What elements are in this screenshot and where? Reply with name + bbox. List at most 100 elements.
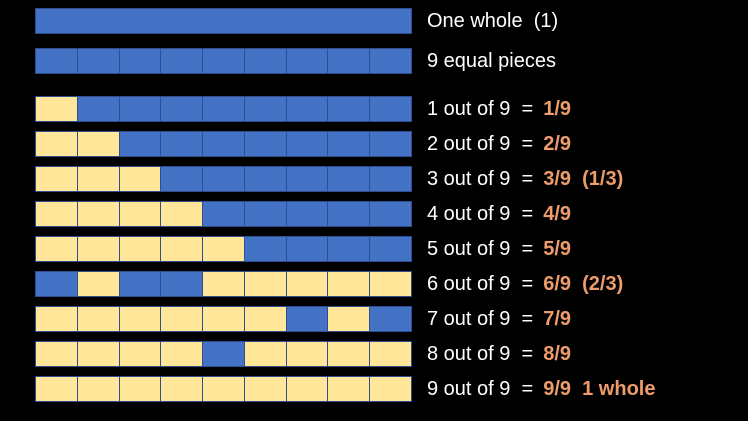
blue-cell (36, 9, 411, 33)
blue-cell (161, 132, 204, 156)
yellow-cell (203, 237, 245, 261)
blue-cell (286, 49, 329, 73)
row-label-text: 8 out of 9 = (427, 343, 534, 365)
fraction-row-1-9: 1 out of 9 = 1/9 (35, 96, 748, 122)
yellow-cell (119, 307, 162, 331)
yellow-cell (244, 342, 287, 366)
blue-cell (286, 97, 329, 121)
yellow-cell (286, 342, 329, 366)
yellow-cell (77, 167, 120, 191)
fraction-bar (35, 306, 412, 332)
fraction-row-8-9: 8 out of 9 = 8/9 (35, 341, 748, 367)
row-fraction-text: 7/9 (543, 308, 572, 330)
yellow-cell (119, 342, 162, 366)
yellow-cell (161, 342, 204, 366)
yellow-cell (119, 167, 162, 191)
blue-cell (286, 237, 329, 261)
yellow-cell (328, 307, 371, 331)
row-label-text: 2 out of 9 = (427, 133, 534, 155)
yellow-cell (286, 377, 329, 401)
yellow-cell (161, 202, 204, 226)
blue-cell (328, 97, 371, 121)
blue-cell (370, 237, 412, 261)
blue-cell (244, 97, 287, 121)
blue-cell (370, 202, 412, 226)
blue-cell (286, 132, 329, 156)
yellow-cell (36, 167, 78, 191)
yellow-cell (328, 342, 371, 366)
blue-cell (203, 49, 245, 73)
fraction-bar (35, 96, 412, 122)
blue-cell (370, 167, 412, 191)
yellow-cell (203, 307, 245, 331)
blue-cell (244, 237, 287, 261)
yellow-cell (370, 272, 412, 296)
blue-cell (286, 307, 329, 331)
yellow-cell (203, 377, 245, 401)
yellow-cell (244, 272, 287, 296)
blue-cell (286, 202, 329, 226)
yellow-cell (328, 272, 371, 296)
row-label-text: 7 out of 9 = (427, 308, 534, 330)
yellow-cell (161, 237, 204, 261)
row-label: 7 out of 9 = 7/9 (427, 306, 571, 332)
blue-cell (161, 49, 204, 73)
row-label: 6 out of 9 = 6/9 (2/3) (427, 271, 623, 297)
row-label-text: 4 out of 9 = (427, 203, 534, 225)
blue-cell (203, 167, 245, 191)
yellow-cell (36, 132, 78, 156)
yellow-cell (77, 237, 120, 261)
blue-cell (370, 307, 412, 331)
yellow-cell (36, 307, 78, 331)
yellow-cell (36, 202, 78, 226)
blue-cell (161, 272, 204, 296)
blue-cell (161, 97, 204, 121)
yellow-cell (77, 202, 120, 226)
fraction-bar (35, 201, 412, 227)
row-fraction-text: 5/9 (543, 238, 572, 260)
blue-cell (244, 132, 287, 156)
row-label: 3 out of 9 = 3/9 (1/3) (427, 166, 623, 192)
blue-cell (203, 202, 245, 226)
blue-cell (77, 97, 120, 121)
fraction-bar (35, 131, 412, 157)
fraction-row-7-9: 7 out of 9 = 7/9 (35, 306, 748, 332)
fraction-row-4-9: 4 out of 9 = 4/9 (35, 201, 748, 227)
blue-cell (203, 97, 245, 121)
blue-cell (203, 132, 245, 156)
yellow-cell (36, 97, 78, 121)
yellow-cell (244, 377, 287, 401)
fraction-bar (35, 8, 412, 34)
blue-cell (161, 167, 204, 191)
blue-cell (370, 97, 412, 121)
yellow-cell (370, 342, 412, 366)
row-fraction-text: 2/9 (543, 133, 572, 155)
row-fraction-text: 6/9 (2/3) (543, 273, 624, 295)
blue-cell (119, 272, 162, 296)
row-label: One whole (1) (427, 8, 568, 34)
row-label: 9 equal pieces (427, 48, 566, 74)
fraction-bar (35, 48, 412, 74)
yellow-cell (161, 307, 204, 331)
yellow-cell (77, 272, 120, 296)
yellow-cell (286, 272, 329, 296)
yellow-cell (77, 377, 120, 401)
fraction-bar (35, 236, 412, 262)
blue-cell (328, 49, 371, 73)
row-label-text: 9 out of 9 = (427, 378, 534, 400)
row-fraction-text: 1/9 (543, 98, 572, 120)
yellow-cell (36, 237, 78, 261)
row-label: 1 out of 9 = 1/9 (427, 96, 571, 122)
yellow-cell (77, 342, 120, 366)
yellow-cell (77, 307, 120, 331)
fraction-bar (35, 341, 412, 367)
row-label: 4 out of 9 = 4/9 (427, 201, 571, 227)
row-fraction-text: 9/9 1 whole (543, 378, 656, 400)
fraction-bar (35, 271, 412, 297)
row-label-text: 5 out of 9 = (427, 238, 534, 260)
blue-cell (286, 167, 329, 191)
row-fraction-text: 8/9 (543, 343, 572, 365)
row-label-text: 9 equal pieces (427, 50, 556, 72)
blue-cell (328, 202, 371, 226)
